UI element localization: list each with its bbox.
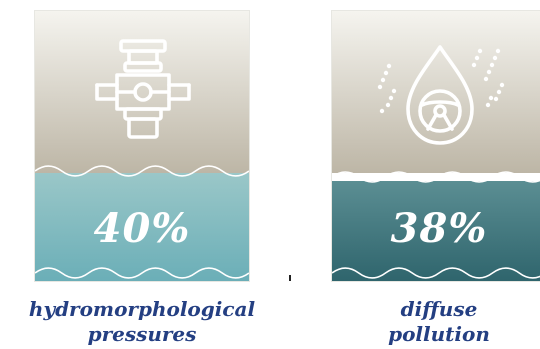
- surface-wave-line: [35, 165, 249, 177]
- bottom-wave-line: [332, 267, 540, 279]
- caption-line-1: diffuse: [400, 297, 478, 321]
- surface-wave-line: [332, 171, 540, 183]
- droplet-steering-wheel-icon: [377, 45, 505, 145]
- caption-line-2: pollution: [388, 322, 490, 346]
- divider-mark: [289, 275, 291, 281]
- caption-line-2: pressures: [87, 322, 197, 346]
- bottom-wave-line: [35, 267, 249, 279]
- caption-line-1: hydromorphological: [28, 297, 256, 321]
- percentage-value: 40%: [93, 205, 191, 252]
- diffuse-pollution-card: 38%: [331, 10, 540, 282]
- hydromorphological-pressures-card: 40%: [34, 10, 250, 282]
- caption-hydromorphological-pressures: hydromorphological pressures: [4, 297, 280, 347]
- land-section: [35, 11, 249, 173]
- water-section: [332, 181, 540, 281]
- caption-diffuse-pollution: diffuse pollution: [331, 297, 540, 347]
- percentage-value: 38%: [390, 205, 488, 252]
- water-section: [35, 173, 249, 281]
- valve-pipe-icon: [95, 39, 191, 139]
